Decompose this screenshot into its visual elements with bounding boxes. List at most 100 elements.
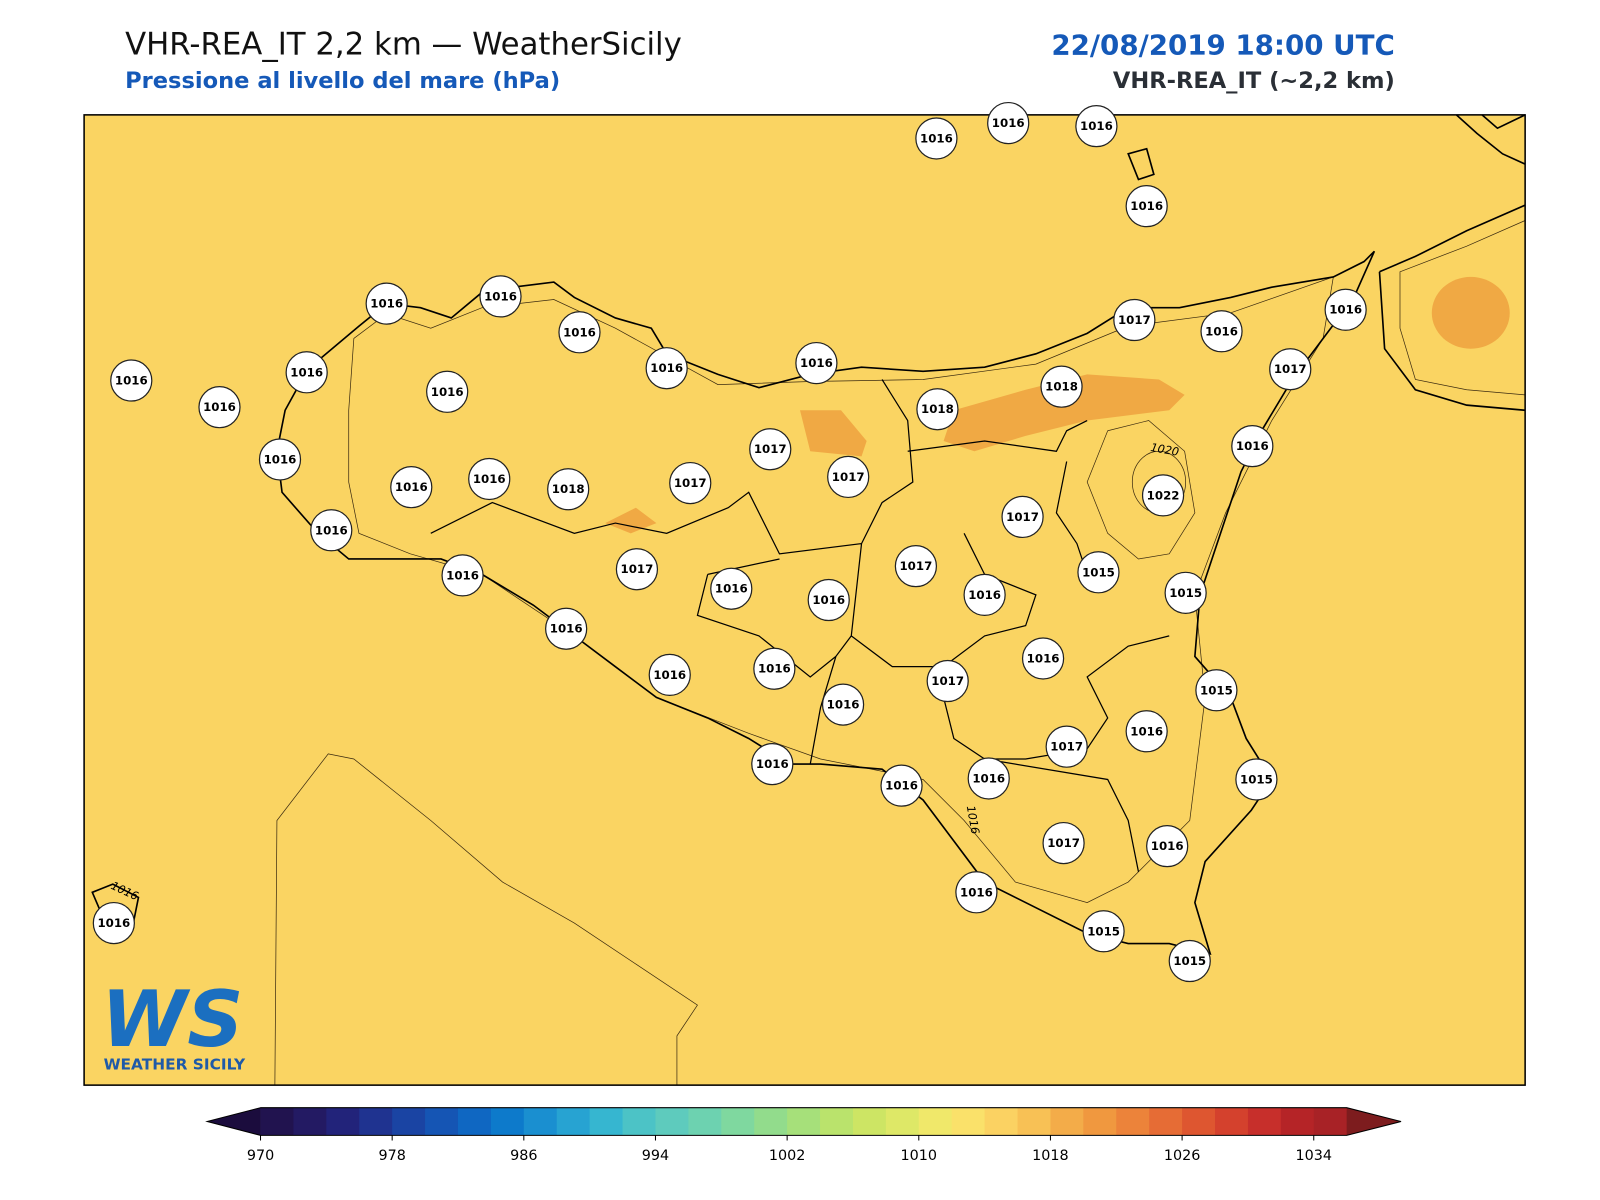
station-value: 1015 bbox=[1169, 586, 1202, 600]
station: 1016 bbox=[390, 466, 433, 509]
station-value: 1016 bbox=[800, 356, 833, 370]
station-marker bbox=[821, 683, 865, 726]
station: 1016 bbox=[479, 275, 522, 318]
station-value: 1015 bbox=[1082, 565, 1115, 579]
logo: WS WEATHER SICILY bbox=[101, 975, 246, 1074]
colorbar-under bbox=[207, 1107, 261, 1136]
station-value: 1016 bbox=[715, 582, 748, 596]
station: 1016 bbox=[1125, 185, 1168, 228]
station-value: 1016 bbox=[473, 472, 506, 486]
station: 1016 bbox=[468, 457, 511, 501]
station: 1016 bbox=[807, 578, 850, 622]
colorbar-bin bbox=[1247, 1107, 1282, 1136]
station: 1017 bbox=[1113, 298, 1156, 342]
station-value: 1017 bbox=[754, 442, 787, 456]
station: 1016 bbox=[987, 101, 1030, 145]
model-label: VHR-REA_IT (~2,2 km) bbox=[1113, 68, 1395, 94]
colorbar-bin bbox=[260, 1107, 294, 1136]
station: 1016 bbox=[963, 573, 1006, 616]
station: 1016 bbox=[753, 647, 796, 690]
colorbar-bin bbox=[688, 1107, 722, 1136]
station-value: 1017 bbox=[674, 476, 707, 490]
pressure-area bbox=[1086, 420, 1196, 560]
station-marker bbox=[749, 428, 792, 471]
colorbar-bin bbox=[622, 1107, 656, 1136]
station-value: 1016 bbox=[446, 568, 479, 582]
station: 1016 bbox=[92, 901, 135, 945]
colorbar-tick-label: 1018 bbox=[1032, 1148, 1069, 1164]
station-value: 1017 bbox=[1006, 510, 1039, 524]
station-value: 1016 bbox=[1080, 119, 1113, 133]
map-background bbox=[84, 114, 1526, 1086]
colorbar-bin bbox=[1313, 1107, 1348, 1136]
pressure-area bbox=[1431, 276, 1510, 349]
station-marker bbox=[547, 468, 590, 511]
contour-label: 1016 bbox=[964, 805, 982, 835]
station-value: 1018 bbox=[552, 482, 585, 496]
station-value: 1018 bbox=[921, 402, 954, 416]
station: 1016 bbox=[545, 607, 588, 650]
station-value: 1016 bbox=[972, 771, 1005, 785]
station-value: 1016 bbox=[115, 374, 148, 388]
station: 1017 bbox=[1045, 725, 1088, 768]
station: 1018 bbox=[547, 468, 590, 511]
station: 1016 bbox=[310, 509, 353, 552]
station-value: 1016 bbox=[1236, 439, 1269, 453]
station: 1016 bbox=[1125, 710, 1168, 753]
station-marker bbox=[894, 545, 938, 588]
station-marker bbox=[615, 548, 659, 591]
station: 1016 bbox=[751, 742, 794, 786]
station: 1016 bbox=[967, 757, 1010, 800]
station-value: 1016 bbox=[812, 593, 845, 607]
station-marker bbox=[258, 438, 302, 481]
station: 1016 bbox=[880, 764, 923, 807]
colorbar-bin bbox=[326, 1107, 360, 1136]
station-value: 1018 bbox=[1045, 380, 1078, 394]
colorbar-tick-label: 970 bbox=[247, 1148, 274, 1164]
station-value: 1016 bbox=[370, 297, 403, 311]
station-marker bbox=[365, 282, 408, 325]
colorbar-tick-label: 1002 bbox=[769, 1148, 806, 1164]
station: 1016 bbox=[1146, 825, 1189, 868]
station-value: 1017 bbox=[1047, 836, 1080, 850]
colorbar-bin bbox=[655, 1107, 689, 1136]
colorbar-bin bbox=[1017, 1107, 1051, 1136]
station-value: 1016 bbox=[315, 523, 348, 537]
station: 1016 bbox=[558, 311, 601, 354]
station-marker bbox=[1077, 551, 1120, 594]
station-marker bbox=[645, 347, 688, 390]
station-marker bbox=[468, 457, 511, 501]
station-value: 1015 bbox=[1087, 924, 1120, 938]
station-marker bbox=[807, 578, 850, 622]
station: 1016 bbox=[110, 359, 153, 402]
station: 1015 bbox=[1235, 758, 1278, 801]
colorbar-bin bbox=[589, 1107, 624, 1136]
station-marker bbox=[110, 359, 153, 402]
station-value: 1017 bbox=[832, 470, 865, 484]
colorbar-bin bbox=[359, 1107, 393, 1136]
station-marker bbox=[967, 757, 1010, 800]
station-marker bbox=[1082, 910, 1125, 953]
station-marker bbox=[1125, 710, 1168, 753]
colorbar-bin bbox=[293, 1107, 327, 1136]
colorbar-tick-label: 978 bbox=[378, 1148, 405, 1164]
map-frame: WS WEATHER SICILY bbox=[83, 114, 1526, 1086]
colorbar-over bbox=[1346, 1107, 1402, 1136]
station-value: 1016 bbox=[1130, 199, 1163, 213]
station: 1017 bbox=[1042, 821, 1085, 865]
station: 1016 bbox=[1021, 637, 1065, 680]
datetime: 22/08/2019 18:00 UTC bbox=[1051, 28, 1394, 61]
station-value: 1016 bbox=[550, 622, 583, 636]
colorbar-bin bbox=[1182, 1107, 1216, 1136]
station-marker bbox=[880, 764, 923, 807]
pressure-area bbox=[605, 374, 1185, 534]
colorbar-bin bbox=[820, 1107, 854, 1136]
station-value: 1016 bbox=[1205, 324, 1238, 338]
station-marker bbox=[479, 275, 522, 318]
station-value: 1016 bbox=[1329, 303, 1362, 317]
station-marker bbox=[710, 567, 753, 610]
station: 1017 bbox=[894, 545, 938, 588]
station-marker bbox=[1195, 669, 1238, 712]
station-marker bbox=[1200, 310, 1243, 353]
